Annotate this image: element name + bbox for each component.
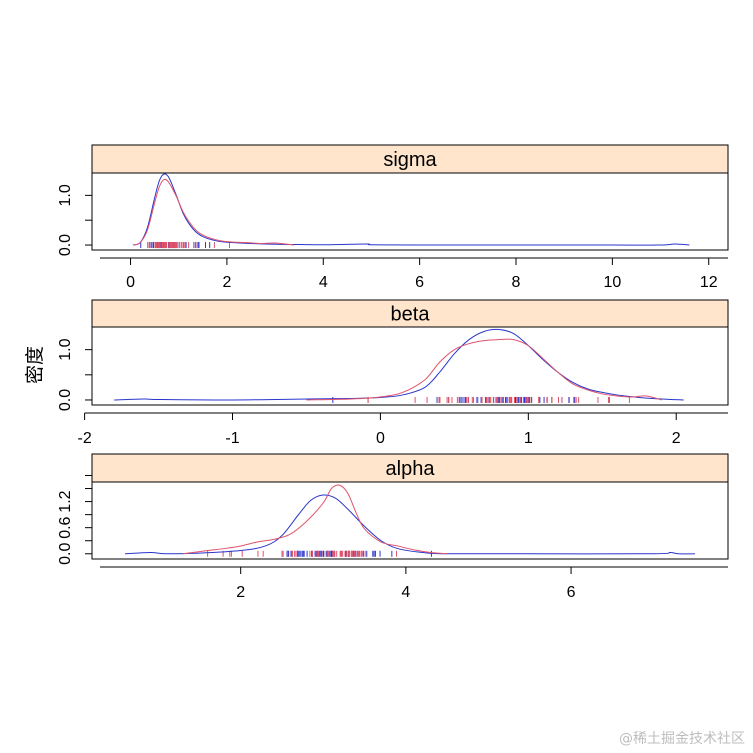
x-tick-label: 0 <box>126 274 135 291</box>
x-tick-label: 2 <box>672 430 681 447</box>
rug-alpha-2 <box>207 550 397 557</box>
x-tick-label: 12 <box>700 274 718 291</box>
density-line-beta-1 <box>114 328 684 401</box>
panel-beta: beta 0.0 1.0 -2 -1 0 1 2 <box>57 299 729 447</box>
strip-label-beta: beta <box>391 304 431 326</box>
rug-sigma-2 <box>147 242 230 249</box>
panel-sigma: sigma 0.0 1.0 0 2 4 6 8 10 12 <box>57 144 729 291</box>
x-tick-label: -1 <box>225 430 239 447</box>
x-tick-label: 6 <box>415 274 424 291</box>
density-line-sigma-2 <box>132 178 295 246</box>
watermark: @稀土掘金技术社区 <box>619 731 745 747</box>
density-line-beta-2 <box>306 338 662 401</box>
strip-beta <box>91 299 729 328</box>
density-line-alpha-1 <box>125 494 695 555</box>
y-tick-label: 0.0 <box>57 543 74 565</box>
y-tick-label: 0.0 <box>57 389 74 411</box>
x-tick-label: 4 <box>401 584 410 601</box>
x-tick-label: 6 <box>567 584 576 601</box>
y-tick-label: 0.6 <box>57 516 74 538</box>
panel-alpha: alpha 0.0 0.6 1.2 2 4 6 <box>57 453 729 601</box>
x-tick-label: 0 <box>376 430 385 447</box>
x-tick-label: 2 <box>222 274 231 291</box>
x-tick-label: 2 <box>236 584 245 601</box>
density-line-sigma-1 <box>132 173 690 246</box>
x-tick-label: 1 <box>524 430 533 447</box>
x-tick-label: 4 <box>319 274 328 291</box>
density-line-alpha-2 <box>182 484 448 555</box>
y-axis-label: 密度 <box>24 346 46 384</box>
y-tick-label: 1.0 <box>57 338 74 360</box>
y-tick-label: 1.2 <box>57 490 74 512</box>
x-tick-label: 8 <box>512 274 521 291</box>
rug-beta-2 <box>367 396 630 403</box>
y-tick-label: 0.0 <box>57 234 74 256</box>
strip-label-alpha: alpha <box>386 458 436 480</box>
plot-frame-alpha <box>91 481 729 560</box>
plot-frame-beta <box>91 326 729 406</box>
x-tick-label: -2 <box>77 430 91 447</box>
y-tick-label: 1.0 <box>57 184 74 206</box>
x-tick-label: 10 <box>603 274 621 291</box>
plot-frame-sigma <box>91 172 729 251</box>
strip-sigma <box>91 144 729 174</box>
strip-alpha <box>91 453 729 483</box>
strip-label-sigma: sigma <box>383 149 437 171</box>
